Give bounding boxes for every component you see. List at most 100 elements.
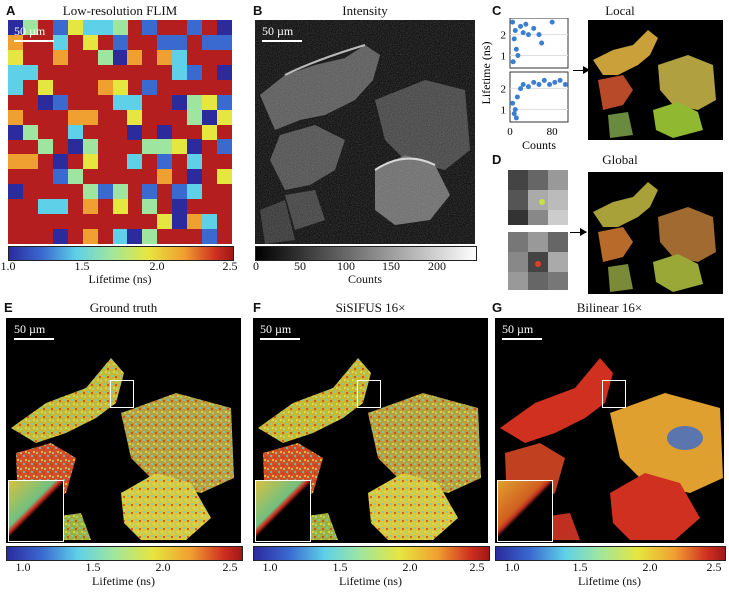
lt-tick-e-3: 2.5	[222, 560, 238, 574]
panel-title-b: Intensity	[342, 3, 388, 18]
flim-pixel	[67, 124, 83, 140]
scatter-point	[557, 77, 563, 83]
scatter-point	[512, 107, 518, 112]
scatter-ytick: 2	[501, 30, 507, 42]
scatter-point	[511, 36, 517, 42]
scatter-point	[552, 79, 558, 85]
panel-title-d: Global	[602, 152, 638, 167]
scatter-axes-box	[509, 71, 569, 123]
flim-pixel	[8, 64, 23, 80]
flim-pixel	[97, 49, 113, 65]
panel-title-f: SiSIFUS 16×	[335, 300, 406, 315]
scatter-point	[531, 79, 537, 85]
flim-pixel	[22, 154, 38, 170]
flim-pixel	[157, 154, 173, 170]
flim-pixel	[142, 184, 158, 200]
int-label: Counts	[347, 272, 382, 286]
flim-pixel	[157, 34, 173, 50]
flim-pixel	[22, 20, 38, 35]
lifetime-colorbar-a	[8, 246, 234, 261]
flim-pixel	[187, 64, 203, 80]
flim-pixel	[157, 214, 173, 230]
flim-pixel	[82, 229, 98, 244]
flim-pixel	[127, 109, 143, 125]
inset-e	[8, 480, 64, 542]
flim-pixel	[187, 214, 203, 230]
scatter-point	[549, 19, 555, 25]
lt-tick-g-2: 2.0	[642, 560, 658, 574]
flim-pixel	[187, 94, 203, 110]
lifetime-colorbar-g	[495, 546, 726, 561]
lt-label-g: Lifetime (ns)	[578, 574, 641, 588]
int-tick-4: 200	[428, 259, 446, 273]
flim-pixel	[172, 49, 188, 65]
flim-pixel	[67, 109, 83, 125]
flim-pixel	[112, 20, 128, 35]
flim-pixel	[187, 109, 203, 125]
lifetime-colorbar-f	[253, 546, 490, 561]
panel-label-g: G	[492, 300, 503, 315]
flim-pixel	[52, 49, 68, 65]
panel-label-d: D	[492, 152, 502, 167]
panel-title-e: Ground truth	[89, 300, 158, 315]
flim-pixel	[97, 20, 113, 35]
flim-pixel	[127, 124, 143, 140]
scatter-point	[515, 53, 521, 58]
flim-pixel	[187, 154, 203, 170]
scatter-point	[531, 25, 537, 31]
local-result-image	[588, 20, 723, 140]
scatter-point	[536, 82, 542, 87]
lt-label-e: Lifetime (ns)	[92, 574, 155, 588]
scatter-point	[536, 32, 542, 38]
flim-pixel	[112, 79, 128, 95]
cell-region	[610, 393, 723, 493]
scatter-point	[518, 23, 524, 29]
cell-region	[610, 473, 700, 540]
lt-tick-e-2: 2.0	[155, 560, 171, 574]
flim-pixel	[172, 139, 188, 155]
flim-pixel	[202, 229, 218, 244]
flim-pixel	[172, 214, 188, 230]
panel-title-g: Bilinear 16×	[576, 300, 643, 315]
flim-pixel	[217, 139, 232, 155]
panel-label-f: F	[253, 300, 261, 315]
panel-label-e: E	[4, 300, 13, 315]
flim-pixel	[8, 109, 23, 125]
flim-pixel	[82, 20, 98, 35]
flim-pixel	[172, 94, 188, 110]
flim-pixel	[82, 199, 98, 215]
flim-pixel	[157, 124, 173, 140]
intensity-colorbar	[255, 246, 477, 261]
flim-pixel	[187, 139, 203, 155]
flim-pixel	[52, 199, 68, 215]
flim-pixel	[52, 34, 68, 50]
flim-pixel	[37, 94, 53, 110]
flim-pixel	[172, 64, 188, 80]
scale-bar-f: 50 µm	[260, 322, 300, 340]
scatter-point	[513, 46, 519, 52]
arrow-c-head	[583, 66, 590, 74]
scatter-ytick: 1	[501, 51, 507, 63]
flim-pixel	[8, 79, 23, 95]
flim-pixel	[217, 169, 232, 185]
flim-pixel	[37, 79, 53, 95]
flim-pixel	[217, 20, 232, 35]
lt-tick-f-2: 2.0	[402, 560, 418, 574]
flim-pixel	[112, 34, 128, 50]
roi-box-f	[357, 380, 381, 408]
scatter-point	[510, 59, 516, 65]
scatter-point	[541, 77, 547, 83]
scatter-axes-box	[509, 18, 569, 69]
intensity-image	[255, 20, 475, 244]
flim-pixel	[157, 139, 173, 155]
scatter-ylabel: Lifetime (ns)	[480, 42, 493, 105]
flim-pixel	[142, 229, 158, 244]
flim-pixel	[112, 94, 128, 110]
flim-pixel	[67, 20, 83, 35]
flim-pixel	[127, 49, 143, 65]
lt-tick-a-0: 1.0	[0, 259, 16, 273]
lt-tick-f-0: 1.0	[262, 560, 278, 574]
flim-pixel	[142, 199, 158, 215]
lt-tick-g-3: 2.5	[706, 560, 722, 574]
